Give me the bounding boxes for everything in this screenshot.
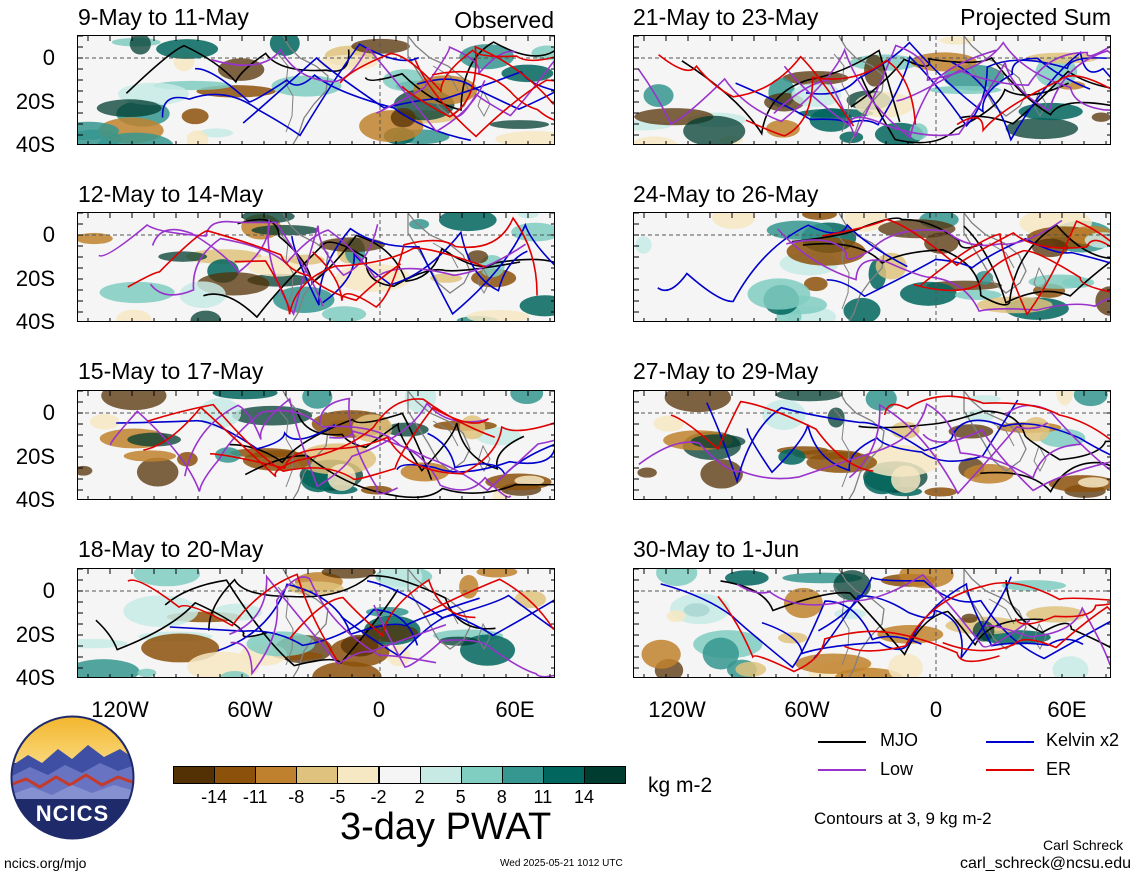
ytick-40s-obs-3: 40S — [15, 487, 55, 512]
panel-title-proj-4: 30-May to 1-Jun — [633, 536, 800, 562]
xtick-60e-left: 60E — [495, 697, 535, 722]
map-field — [634, 391, 1110, 499]
ytick-0-obs-1: 0 — [42, 45, 55, 70]
colorbar-swatch — [584, 766, 627, 784]
colorbar-tick-label: 8 — [496, 787, 507, 807]
legend-kelvin-label: Kelvin x2 — [1046, 730, 1120, 750]
contours-note: Contours at 3, 9 kg m-2 — [814, 809, 992, 828]
ytick-20s-obs-1: 20S — [15, 89, 55, 114]
map-obs-1 — [77, 35, 555, 145]
ytick-40s-obs-4: 40S — [15, 665, 55, 690]
colorbar-swatch — [542, 766, 585, 784]
projected-sum-label: Projected Sum — [960, 4, 1111, 30]
panel-title-obs-4: 18-May to 20-May — [78, 536, 264, 562]
map-proj-4 — [633, 568, 1111, 678]
colorbar-tick-label: -8 — [288, 787, 305, 807]
ytick-40s-obs-2: 40S — [15, 309, 55, 334]
panel-title-obs-1: 9-May to 11-May — [78, 4, 249, 30]
xtick-60w-left: 60W — [227, 697, 273, 722]
ytick-20s-obs-3: 20S — [15, 444, 55, 469]
footer-author: Carl Schreck — [1043, 837, 1124, 853]
observed-label: Observed — [454, 7, 554, 33]
colorbar-swatch — [501, 766, 544, 784]
legend-mjo-label: MJO — [880, 730, 918, 750]
colorbar-swatch — [378, 766, 421, 784]
colorbar-tick-label: 11 — [533, 787, 553, 807]
colorbar-tick-label: 2 — [414, 787, 425, 807]
xtick-120w-right: 120W — [648, 697, 706, 722]
map-proj-3 — [633, 390, 1111, 500]
panel-title-obs-3: 15-May to 17-May — [78, 358, 264, 384]
panel-title-proj-3: 27-May to 29-May — [633, 358, 819, 384]
legend-er-line — [986, 769, 1034, 771]
colorbar-swatch — [214, 766, 257, 784]
xtick-60e-right: 60E — [1047, 697, 1087, 722]
xtick-0-left: 0 — [372, 697, 386, 722]
colorbar-tick-label: -2 — [370, 787, 387, 807]
footer-email: carl_schreck@ncsu.edu — [960, 855, 1131, 872]
map-field — [634, 36, 1110, 144]
colorbar-title: 3-day PWAT — [340, 806, 552, 848]
colorbar-swatch — [460, 766, 503, 784]
legend-low-label: Low — [880, 759, 914, 779]
map-proj-2 — [633, 212, 1111, 322]
ytick-40s-obs-1: 40S — [15, 132, 55, 157]
colorbar-swatch — [173, 766, 216, 784]
ytick-20s-obs-4: 20S — [15, 622, 55, 647]
legend-mjo-line — [818, 741, 866, 743]
xtick-120w-left: 120W — [91, 697, 149, 722]
map-field — [78, 569, 554, 677]
colorbar-tick-label: -5 — [329, 787, 346, 807]
colorbar-swatch — [296, 766, 339, 784]
map-obs-4 — [77, 568, 555, 678]
colorbar-swatch — [419, 766, 462, 784]
colorbar-tick-label: -11 — [242, 787, 268, 807]
footer-url: ncics.org/mjo — [4, 855, 87, 871]
colorbar-tick-label: 5 — [455, 787, 466, 807]
ytick-0-obs-4: 0 — [42, 578, 55, 603]
ytick-0-obs-2: 0 — [42, 222, 55, 247]
footer-timestamp: Wed 2025-05-21 1012 UTC — [500, 858, 623, 869]
legend-low-line — [818, 769, 866, 771]
panel-title-proj-1: 21-May to 23-May — [633, 4, 819, 30]
ytick-0-obs-3: 0 — [42, 400, 55, 425]
logo-text: NCICS — [35, 801, 110, 826]
panel-title-obs-2: 12-May to 14-May — [78, 181, 264, 207]
map-field — [634, 213, 1110, 321]
colorbar-tick-label: 14 — [573, 787, 595, 807]
map-field — [78, 213, 554, 321]
xtick-0-right: 0 — [929, 697, 943, 722]
map-proj-1 — [633, 35, 1111, 145]
colorbar-tick-label: -14 — [201, 787, 228, 807]
map-field — [634, 569, 1110, 677]
xtick-60w-right: 60W — [784, 697, 830, 722]
legend-kelvin-line — [986, 741, 1034, 743]
colorbar-swatch — [255, 766, 298, 784]
ytick-20s-obs-2: 20S — [15, 266, 55, 291]
legend-er-label: ER — [1046, 759, 1072, 779]
map-obs-3 — [77, 390, 555, 500]
colorbar-units: kg m-2 — [648, 774, 713, 797]
map-field — [78, 36, 554, 144]
panel-title-proj-2: 24-May to 26-May — [633, 181, 819, 207]
colorbar-swatch — [337, 766, 380, 784]
map-field — [78, 391, 554, 499]
ncics-logo: NCICS — [10, 715, 135, 840]
map-obs-2 — [77, 212, 555, 322]
